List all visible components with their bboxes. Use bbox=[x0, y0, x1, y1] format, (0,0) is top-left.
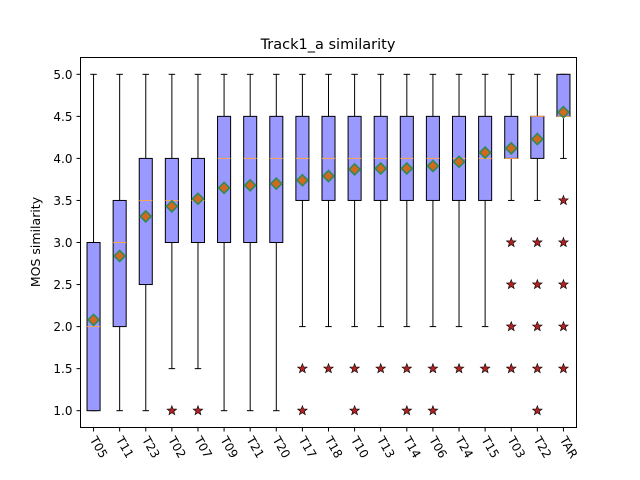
mean-marker bbox=[347, 162, 362, 176]
y-tick-label: 4.5 bbox=[53, 110, 72, 124]
mean-marker bbox=[243, 178, 257, 192]
outlier-point bbox=[349, 362, 361, 374]
box-iqr bbox=[112, 199, 127, 328]
mean-marker bbox=[374, 161, 388, 176]
outlier-point bbox=[531, 320, 543, 332]
outlier-point bbox=[505, 362, 517, 374]
outlier-point bbox=[296, 404, 308, 416]
outlier-point bbox=[531, 278, 543, 290]
mean-marker bbox=[426, 159, 440, 173]
mean-marker bbox=[86, 313, 101, 327]
y-tick-label: 5.0 bbox=[53, 68, 72, 82]
y-tick-label: 1.0 bbox=[53, 404, 72, 418]
y-tick-label: 1.5 bbox=[53, 362, 72, 376]
mean-marker bbox=[217, 181, 231, 195]
outlier-point bbox=[322, 362, 335, 374]
mean-marker bbox=[295, 173, 310, 187]
outlier-point bbox=[401, 362, 413, 374]
outlier-point bbox=[557, 236, 570, 248]
outlier-point bbox=[349, 404, 361, 416]
outlier-point bbox=[479, 362, 491, 374]
mean-marker bbox=[504, 141, 518, 155]
axes-frame bbox=[80, 57, 577, 428]
outlier-point bbox=[401, 404, 413, 416]
y-tick-label: 3.5 bbox=[53, 194, 72, 208]
outlier-point bbox=[296, 362, 308, 374]
outlier-point bbox=[166, 404, 178, 416]
outlier-point bbox=[557, 194, 570, 206]
mean-marker bbox=[269, 177, 283, 191]
outlier-point bbox=[427, 404, 439, 416]
outlier-point bbox=[453, 362, 465, 374]
outlier-point bbox=[505, 320, 517, 332]
mean-marker bbox=[191, 192, 205, 206]
mean-marker bbox=[113, 249, 127, 263]
outlier-point bbox=[531, 362, 543, 374]
mean-marker bbox=[556, 105, 571, 119]
mean-marker bbox=[452, 155, 466, 169]
outlier-point bbox=[557, 362, 570, 374]
box-iqr bbox=[217, 115, 232, 243]
y-tick-label: 2.5 bbox=[53, 278, 72, 292]
mean-marker bbox=[400, 161, 414, 176]
mean-marker bbox=[478, 145, 492, 160]
outlier-point bbox=[531, 404, 543, 416]
mean-marker bbox=[530, 132, 544, 146]
outlier-point bbox=[557, 278, 570, 290]
y-tick-label: 3.0 bbox=[53, 236, 72, 250]
y-tick-label: 2.0 bbox=[53, 320, 72, 334]
outlier-point bbox=[427, 362, 439, 374]
outlier-point bbox=[505, 236, 517, 248]
mean-marker bbox=[321, 169, 336, 183]
outlier-point bbox=[505, 278, 517, 290]
outlier-point bbox=[192, 404, 204, 416]
mean-marker bbox=[139, 209, 153, 224]
mean-marker bbox=[165, 199, 179, 213]
outlier-point bbox=[375, 362, 387, 374]
y-axis-label: MOS similarity bbox=[28, 196, 43, 287]
outlier-point bbox=[531, 236, 543, 248]
chart-title: Track1_a similarity bbox=[260, 37, 396, 53]
y-tick-label: 4.0 bbox=[53, 152, 72, 166]
outlier-point bbox=[557, 320, 570, 332]
